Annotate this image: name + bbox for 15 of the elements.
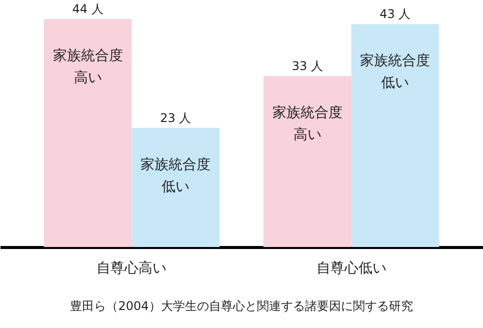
bar [351, 24, 440, 247]
x-tick-label: 自尊心高い [96, 260, 167, 276]
data-label: 44 人 [72, 2, 104, 16]
data-label: 23 人 [160, 110, 192, 125]
bar [132, 128, 220, 247]
data-label: 33 人 [292, 59, 323, 73]
text: 家族統合度低い [140, 156, 211, 195]
x-tick-label: 自尊心低い [316, 260, 386, 276]
text: 豊田ら（2004）大学生の自尊心と関連する諸要因に関する研究 [70, 299, 413, 313]
text: 家族統合度高い [272, 105, 342, 143]
bar [263, 76, 352, 247]
series-label: 家族統合度高い [52, 48, 123, 86]
data-label: 43 人 [380, 7, 411, 22]
bar [44, 19, 132, 247]
series-label: 家族統合度低い [360, 53, 430, 92]
